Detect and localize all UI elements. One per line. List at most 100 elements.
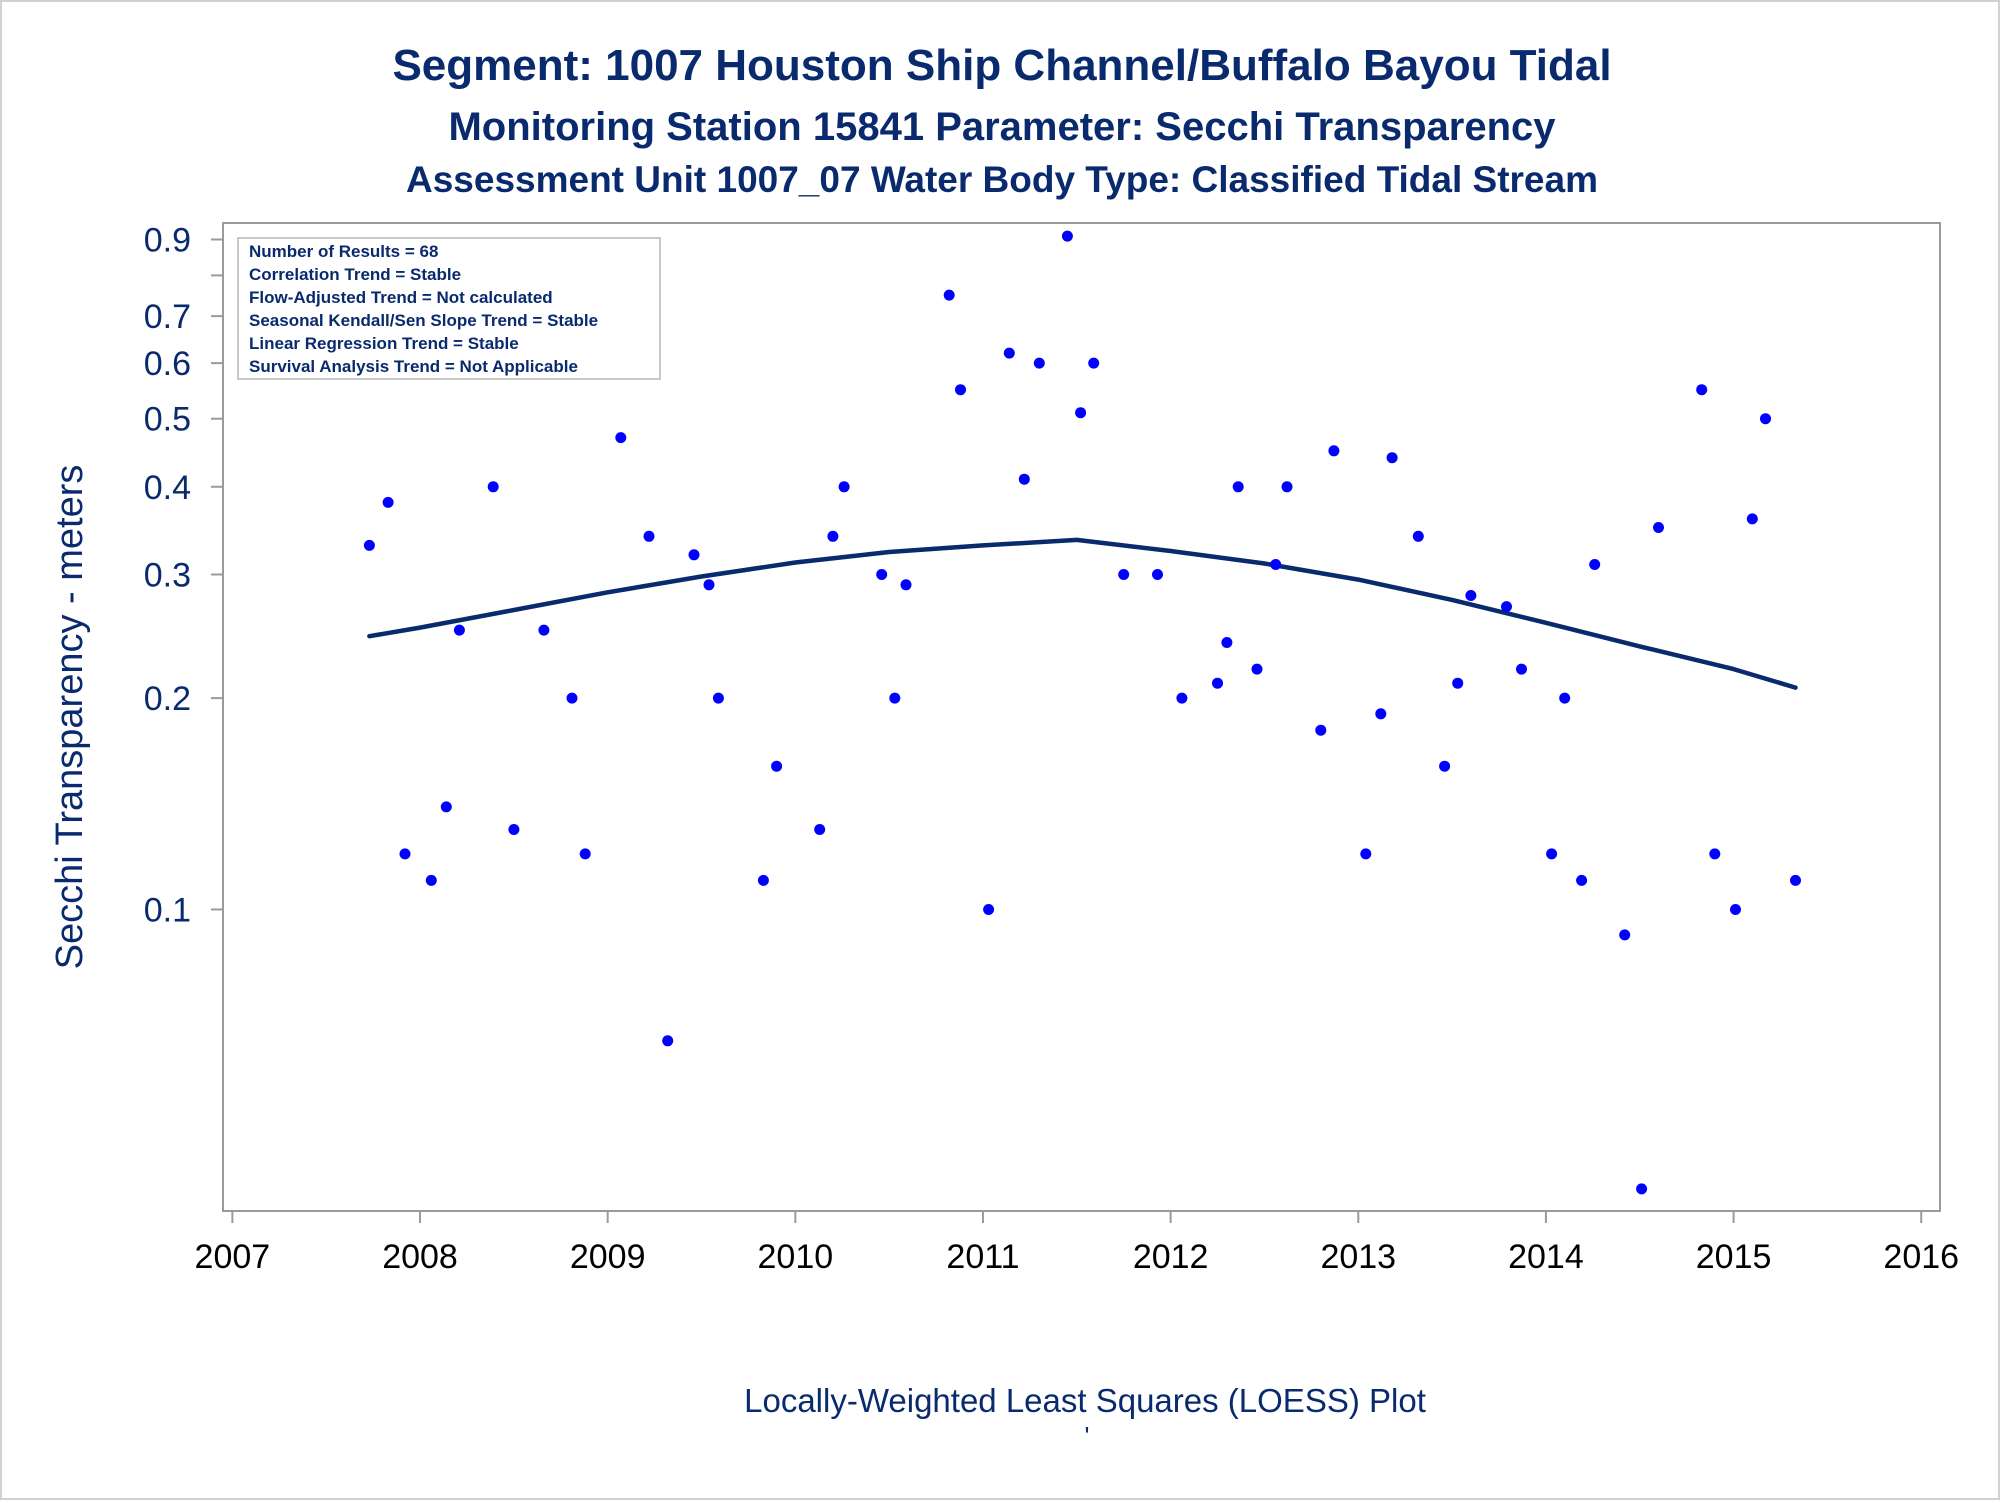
data-point <box>1589 559 1601 570</box>
y-axis-label: Secchi Transparency - meters <box>49 465 91 970</box>
stats-line-seasonal-kendall: Seasonal Kendall/Sen Slope Trend = Stabl… <box>249 311 598 330</box>
data-point <box>712 692 724 704</box>
data-point <box>1516 663 1527 675</box>
x-axis: 2007 2008 2009 2010 2011 2012 2013 2014 2015 2016 <box>195 1211 1959 1276</box>
x-tick-label: 2009 <box>570 1238 646 1276</box>
data-point <box>900 579 912 591</box>
chart-title: Segment: 1007 Houston Ship Channel/Buffa… <box>392 41 1611 90</box>
data-point <box>1452 677 1464 689</box>
stats-line-correlation: Correlation Trend = Stable <box>249 265 461 284</box>
data-point <box>1653 522 1664 533</box>
stats-line-survival: Survival Analysis Trend = Not Applicable <box>249 357 578 376</box>
x-tick-label: 2011 <box>946 1238 1019 1276</box>
data-point <box>425 874 437 886</box>
data-point <box>1176 692 1188 704</box>
data-point <box>1730 904 1741 915</box>
data-point <box>538 624 550 636</box>
data-point <box>1270 559 1282 570</box>
data-point <box>566 692 578 704</box>
y-tick-label: 0.1 <box>144 891 191 929</box>
data-point <box>1118 569 1130 580</box>
data-point <box>1033 357 1045 369</box>
data-point <box>876 569 888 580</box>
data-point <box>363 539 375 551</box>
data-point <box>688 549 700 561</box>
data-point <box>1360 848 1372 860</box>
data-point <box>1315 724 1327 736</box>
data-point <box>1375 708 1387 720</box>
data-point <box>1559 692 1571 704</box>
y-tick-label: 0.2 <box>144 680 191 718</box>
data-point <box>771 760 783 772</box>
x-tick-label: 2015 <box>1696 1238 1772 1276</box>
data-point <box>643 530 655 542</box>
data-point <box>814 824 826 835</box>
data-point <box>943 289 955 301</box>
data-point <box>1061 230 1073 242</box>
data-point <box>615 432 627 444</box>
y-axis: 0.1 0.2 0.3 0.4 0.5 0.6 0.7 0.9 <box>144 221 223 929</box>
data-point <box>1088 357 1100 369</box>
x-tick-label: 2010 <box>758 1238 834 1276</box>
x-tick-label: 2007 <box>195 1238 271 1276</box>
data-point <box>1636 1183 1648 1195</box>
stats-box: Number of Results = 68 Correlation Trend… <box>237 237 661 380</box>
data-point <box>1709 848 1721 860</box>
data-point <box>382 496 394 508</box>
x-tick-label: 2016 <box>1883 1238 1959 1276</box>
data-point <box>838 481 850 493</box>
data-point <box>1790 874 1801 886</box>
x-tick-label: 2008 <box>382 1238 458 1276</box>
y-tick-label: 0.3 <box>144 556 191 594</box>
x-axis-label: Locally-Weighted Least Squares (LOESS) P… <box>744 1382 1426 1419</box>
data-point <box>1328 445 1340 457</box>
data-point <box>1546 848 1558 860</box>
data-point <box>1439 760 1451 772</box>
data-point <box>1251 663 1263 675</box>
data-point <box>1075 407 1087 419</box>
data-point <box>487 481 499 493</box>
y-tick-label: 0.5 <box>144 401 191 439</box>
loess-line <box>367 537 1798 690</box>
data-point <box>889 692 901 704</box>
footnote-mark: ' <box>1085 1421 1090 1451</box>
data-point <box>1465 590 1477 601</box>
data-point <box>1232 481 1244 493</box>
data-point <box>1018 473 1030 485</box>
data-point <box>1386 452 1398 464</box>
data-point <box>827 530 839 542</box>
data-point <box>579 848 591 860</box>
y-tick-label: 0.7 <box>144 298 191 336</box>
chart-subtitle: Monitoring Station 15841 Parameter: Secc… <box>448 105 1556 149</box>
y-tick-label: 0.9 <box>144 221 191 259</box>
stats-box-border <box>237 237 661 380</box>
data-point <box>1212 677 1223 689</box>
x-tick-label: 2012 <box>1133 1238 1209 1276</box>
data-point <box>1221 637 1233 648</box>
data-point <box>1281 481 1293 493</box>
points-layer <box>363 230 1801 1195</box>
data-point <box>703 579 715 591</box>
data-point <box>955 384 966 396</box>
data-point <box>1760 413 1771 425</box>
data-point <box>983 904 995 915</box>
plot-area <box>222 222 1941 1212</box>
data-point <box>399 848 411 860</box>
data-point <box>1576 874 1588 886</box>
data-point <box>1003 347 1015 359</box>
chart-subtitle-2: Assessment Unit 1007_07 Water Body Type:… <box>406 159 1598 200</box>
data-point <box>453 624 465 636</box>
data-point <box>440 801 452 813</box>
stats-line-linear-regression: Linear Regression Trend = Stable <box>249 334 519 353</box>
data-point <box>1501 601 1512 613</box>
data-point <box>508 824 520 835</box>
data-point <box>1746 513 1758 525</box>
y-tick-label: 0.4 <box>144 469 191 507</box>
stats-line-results: Number of Results = 68 <box>249 242 438 261</box>
x-tick-label: 2014 <box>1508 1238 1584 1276</box>
data-point <box>1412 530 1424 542</box>
data-point <box>1619 929 1631 941</box>
stats-line-flow-adjusted: Flow-Adjusted Trend = Not calculated <box>249 288 553 307</box>
